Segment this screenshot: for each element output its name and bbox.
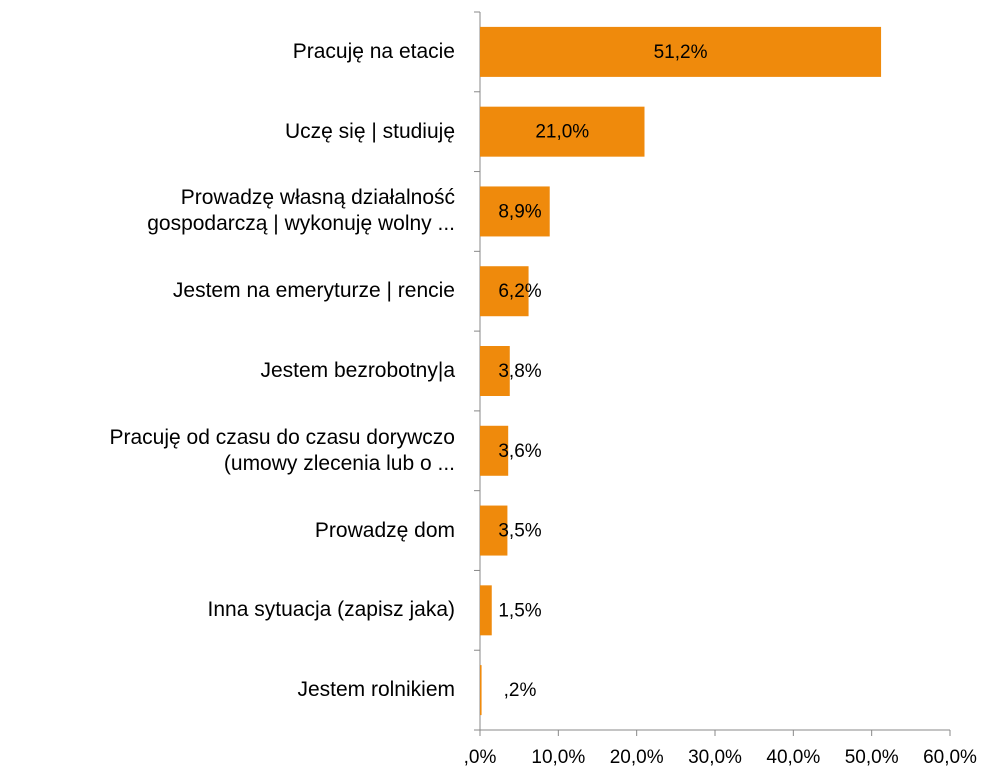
bar [480,346,510,396]
value-label: 8,9% [498,201,541,222]
bar [480,186,550,237]
category-label: Jestem bezrobotny|a [260,359,455,382]
value-label: 51,2% [654,42,708,63]
value-label: ,2% [504,680,537,701]
category-label: Inna sytuacja (zapisz jaka) [207,598,455,622]
x-tick-label: 30,0% [688,747,742,768]
x-tick-label: 40,0% [766,747,820,768]
value-label: 3,6% [498,441,541,462]
x-tick-label: ,0% [464,747,497,768]
category-label: Jestem na emeryturze | rencie [172,279,455,303]
x-tick-label: 50,0% [845,747,899,768]
value-label: 3,5% [498,521,541,542]
category-label: Prowadzę własną działalność gospodarczą … [147,186,455,236]
bar [480,106,645,157]
bar [480,585,492,636]
x-tick-label: 60,0% [923,747,977,768]
category-label: Uczę się | studiuję [284,119,455,143]
bar [480,425,509,476]
value-label: 21,0% [535,122,589,143]
category-label: Pracuję od czasu do czasu dorywczo (umow… [109,425,455,475]
bar [480,266,529,317]
x-tick-label: 10,0% [531,747,585,768]
x-tick-label: 20,0% [610,747,664,768]
bar [480,505,508,556]
category-label: Jestem rolnikiem [297,678,455,702]
value-label: 6,2% [498,281,541,302]
category-label: Pracuję na etacie [292,39,455,63]
bar [480,665,482,716]
value-label: 1,5% [498,600,541,621]
value-label: 3,8% [498,361,541,382]
bar [480,26,882,77]
category-label: Prowadzę dom [314,518,455,542]
